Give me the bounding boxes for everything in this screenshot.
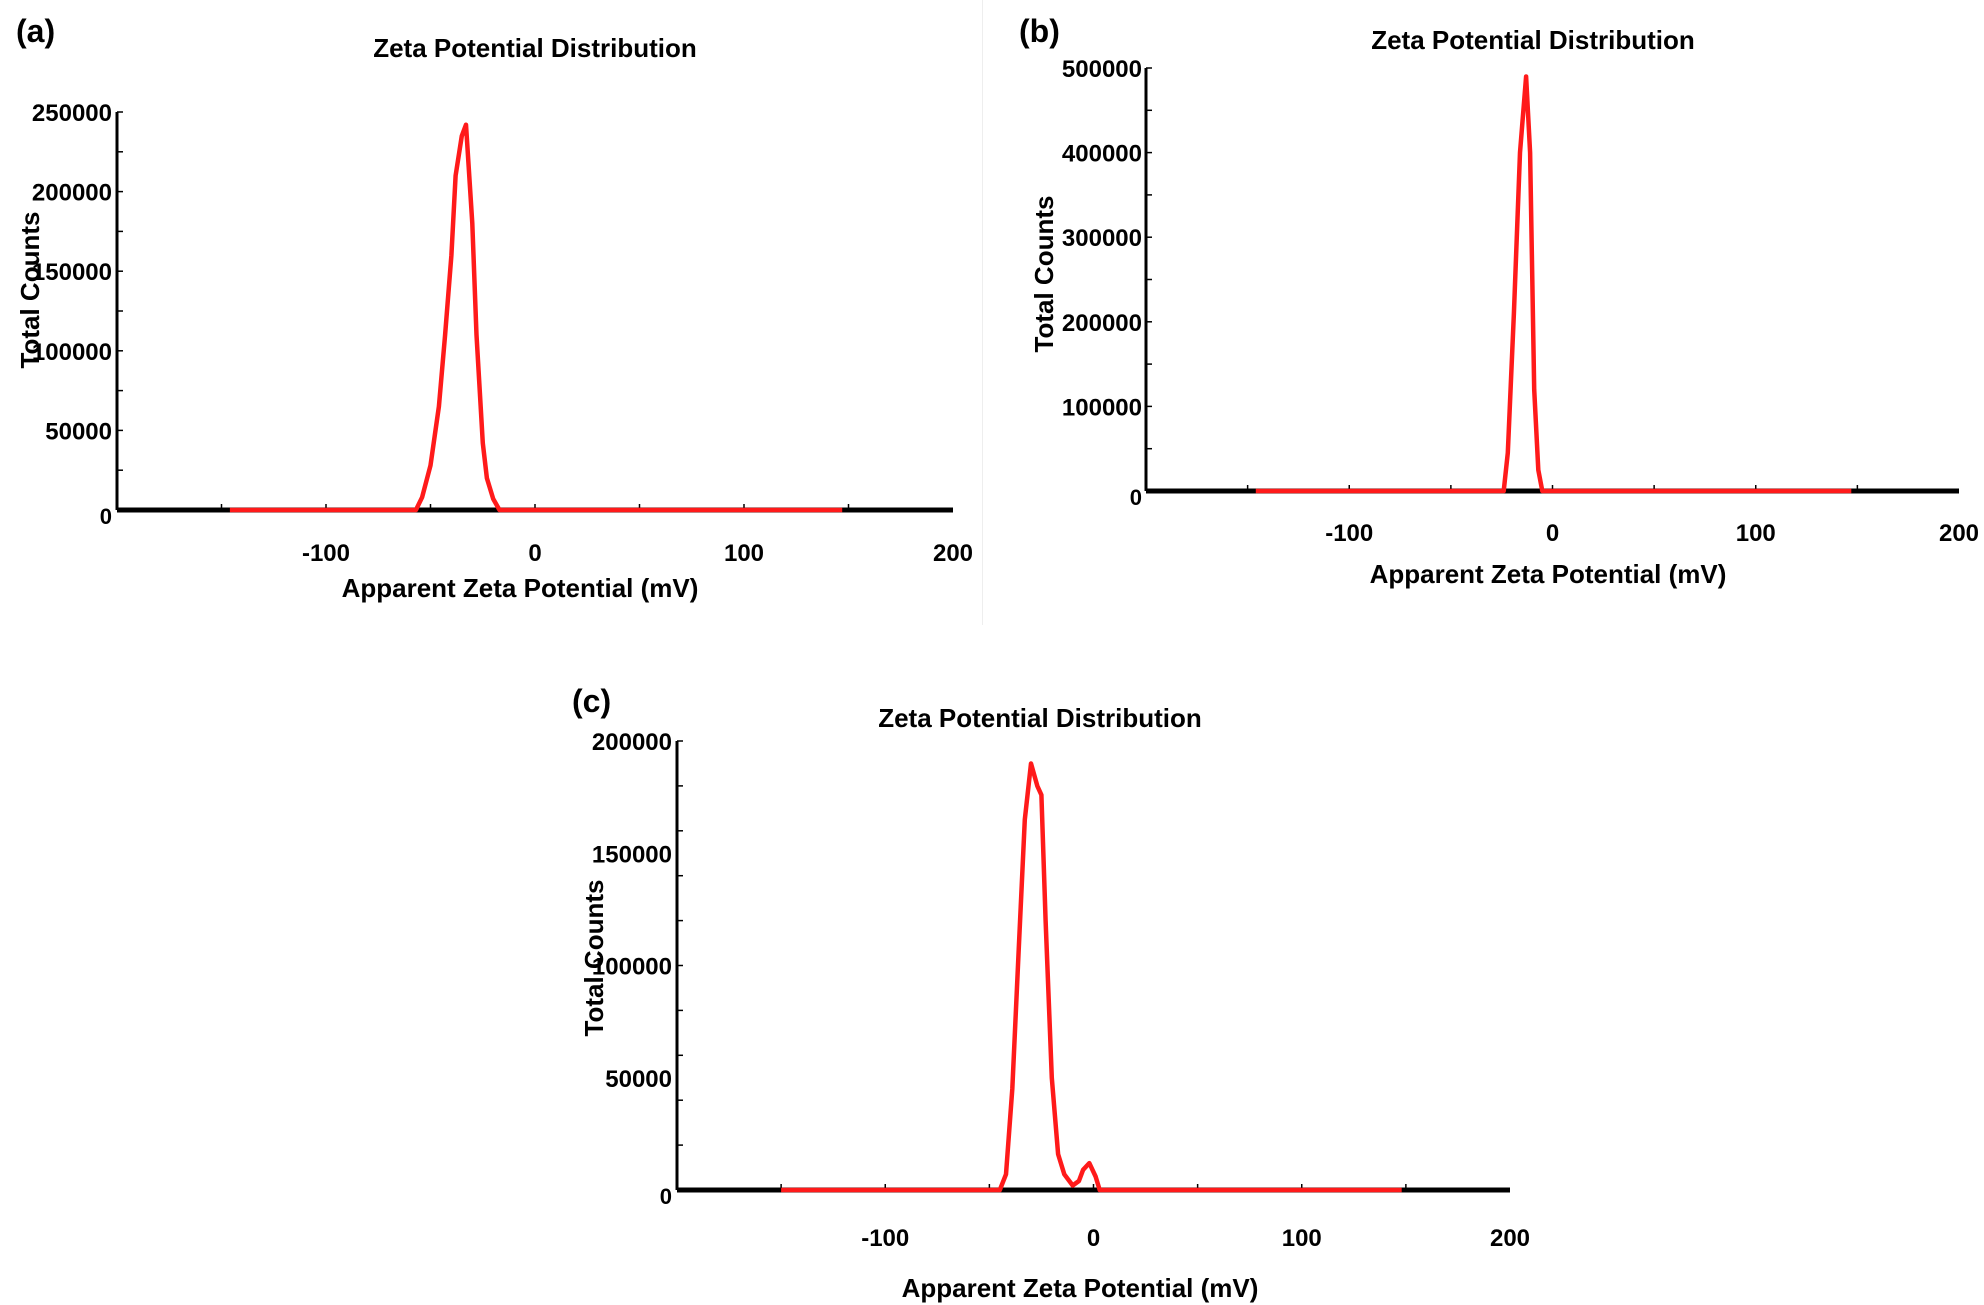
chart-a-panel-label: (a) [16,13,55,49]
chart-b-y-tick-label: 500000 [1062,56,1142,83]
chart-b-y-tick-label: 400000 [1062,141,1142,168]
chart-b-x-tick-label: 100 [1736,520,1776,547]
chart-b-panel-label: (b) [1019,13,1060,49]
chart-a-y-tick-label: 0 [100,504,112,529]
chart-c-title: Zeta Potential Distribution [878,703,1202,733]
chart-a-y-tick-label: 150000 [32,259,112,286]
chart-a-title: Zeta Potential Distribution [373,33,697,63]
chart-a-series-line [229,122,843,513]
chart-a-x-tick-label: -100 [302,540,350,567]
chart-a-x-tick-label: 100 [724,540,764,567]
chart-b-y-tick-label: 0 [1130,485,1142,510]
chart-c-panel-label: (c) [572,683,611,719]
chart-c-x-tick-label: -100 [861,1225,909,1252]
chart-c-y-tick-label: 100000 [592,954,672,981]
chart-a-x-tick-label: 0 [528,540,541,567]
chart-b-series-line [1255,74,1852,494]
chart-b-title: Zeta Potential Distribution [1371,25,1695,55]
chart-b-y-tick-label: 100000 [1062,394,1142,421]
chart-b-y-tick-label: 200000 [1062,310,1142,337]
chart-c-x-tick-label: 0 [1087,1225,1100,1252]
chart-b-x-axis-label: Apparent Zeta Potential (mV) [1370,559,1727,589]
chart-c-x-tick-label: 100 [1282,1225,1322,1252]
chart-c-x-tick-label: 200 [1490,1225,1530,1252]
chart-c-y-tick-label: 50000 [605,1066,672,1093]
chart-a-y-tick-label: 250000 [32,100,112,127]
chart-b-x-tick-label: -100 [1325,520,1373,547]
chart-a-x-tick-label: 200 [933,540,973,567]
chart-b-x-tick-label: 0 [1546,520,1559,547]
chart-c-y-tick-label: 200000 [592,729,672,756]
chart-c-y-axis-label: Total Counts [579,880,609,1037]
chart-a-y-tick-label: 50000 [45,418,112,445]
chart-c-x-axis-label: Apparent Zeta Potential (mV) [902,1273,1259,1303]
chart-b-x-tick-label: 200 [1939,520,1979,547]
chart-a-y-tick-label: 200000 [32,180,112,207]
chart-c-y-tick-label: 150000 [592,841,672,868]
chart-c-y-tick-label: 0 [660,1184,672,1209]
chart-a-x-axis-label: Apparent Zeta Potential (mV) [342,573,699,603]
chart-c-series-line [781,761,1402,1193]
chart-a-y-axis-label: Total Counts [15,212,45,369]
chart-b-y-tick-label: 300000 [1062,225,1142,252]
panel-divider [982,0,983,625]
chart-b-y-axis-label: Total Counts [1029,196,1059,353]
chart-a-y-tick-label: 100000 [32,339,112,366]
